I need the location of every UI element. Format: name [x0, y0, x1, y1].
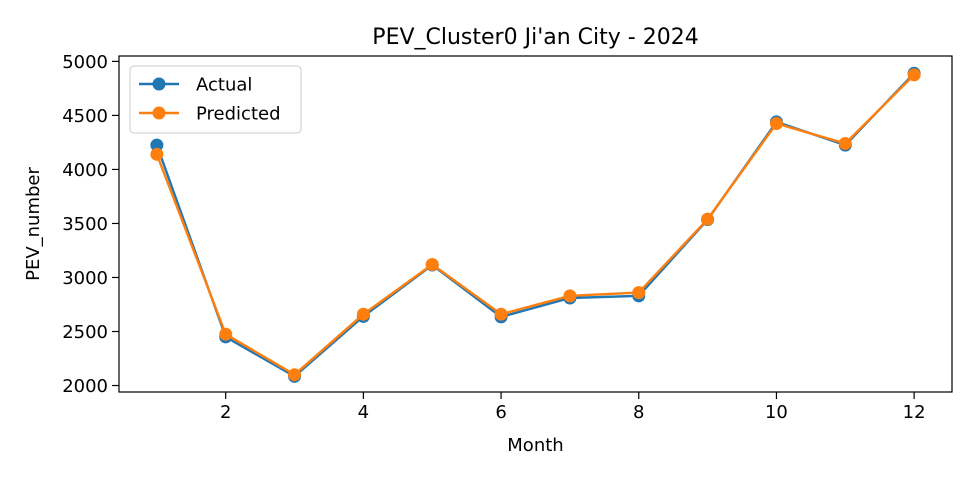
x-tick-label: 6	[495, 402, 506, 423]
data-point-actual	[150, 138, 164, 152]
y-tick-label: 3500	[62, 214, 108, 235]
x-tick-label: 10	[765, 402, 788, 423]
data-point-predicted	[632, 286, 646, 300]
legend-label-actual: Actual	[196, 75, 252, 96]
y-tick-label: 2000	[62, 376, 108, 397]
x-tick-label: 2	[220, 402, 231, 423]
x-tick-label: 4	[358, 402, 369, 423]
x-axis: 2 4 6 8 10 12	[220, 392, 926, 423]
series-line-predicted	[155, 74, 915, 376]
data-point-predicted	[701, 212, 715, 226]
data-point-predicted	[907, 68, 921, 82]
chart-title: PEV_Cluster0 Ji'an City - 2024	[372, 25, 698, 50]
data-point-predicted	[769, 117, 783, 131]
data-point-predicted	[838, 137, 852, 151]
x-axis-label: Month	[507, 435, 563, 456]
data-point-predicted	[219, 327, 233, 341]
legend-marker-predicted	[152, 106, 166, 120]
y-tick-label: 3000	[62, 268, 108, 289]
data-point-predicted	[356, 307, 370, 321]
x-tick-label: 12	[903, 402, 926, 423]
plot-area	[150, 66, 921, 383]
y-tick-label: 4500	[62, 106, 108, 127]
y-tick-label: 5000	[62, 52, 108, 73]
data-point-predicted	[494, 307, 508, 321]
data-point-predicted	[425, 258, 439, 272]
x-tick-label: 8	[633, 402, 644, 423]
legend-label-predicted: Predicted	[196, 104, 281, 125]
data-point-predicted	[563, 289, 577, 303]
y-tick-label: 4000	[62, 160, 108, 181]
data-point-predicted	[288, 368, 302, 382]
y-axis-label: PEV_number	[23, 167, 44, 281]
data-point-predicted	[150, 147, 164, 161]
legend-box	[129, 65, 302, 134]
legend: Actual Predicted	[129, 65, 302, 134]
y-tick-label: 2500	[62, 322, 108, 343]
y-axis: 2000 2500 3000 3500 4000 4500 5000	[62, 52, 119, 397]
legend-marker-actual	[152, 77, 166, 91]
